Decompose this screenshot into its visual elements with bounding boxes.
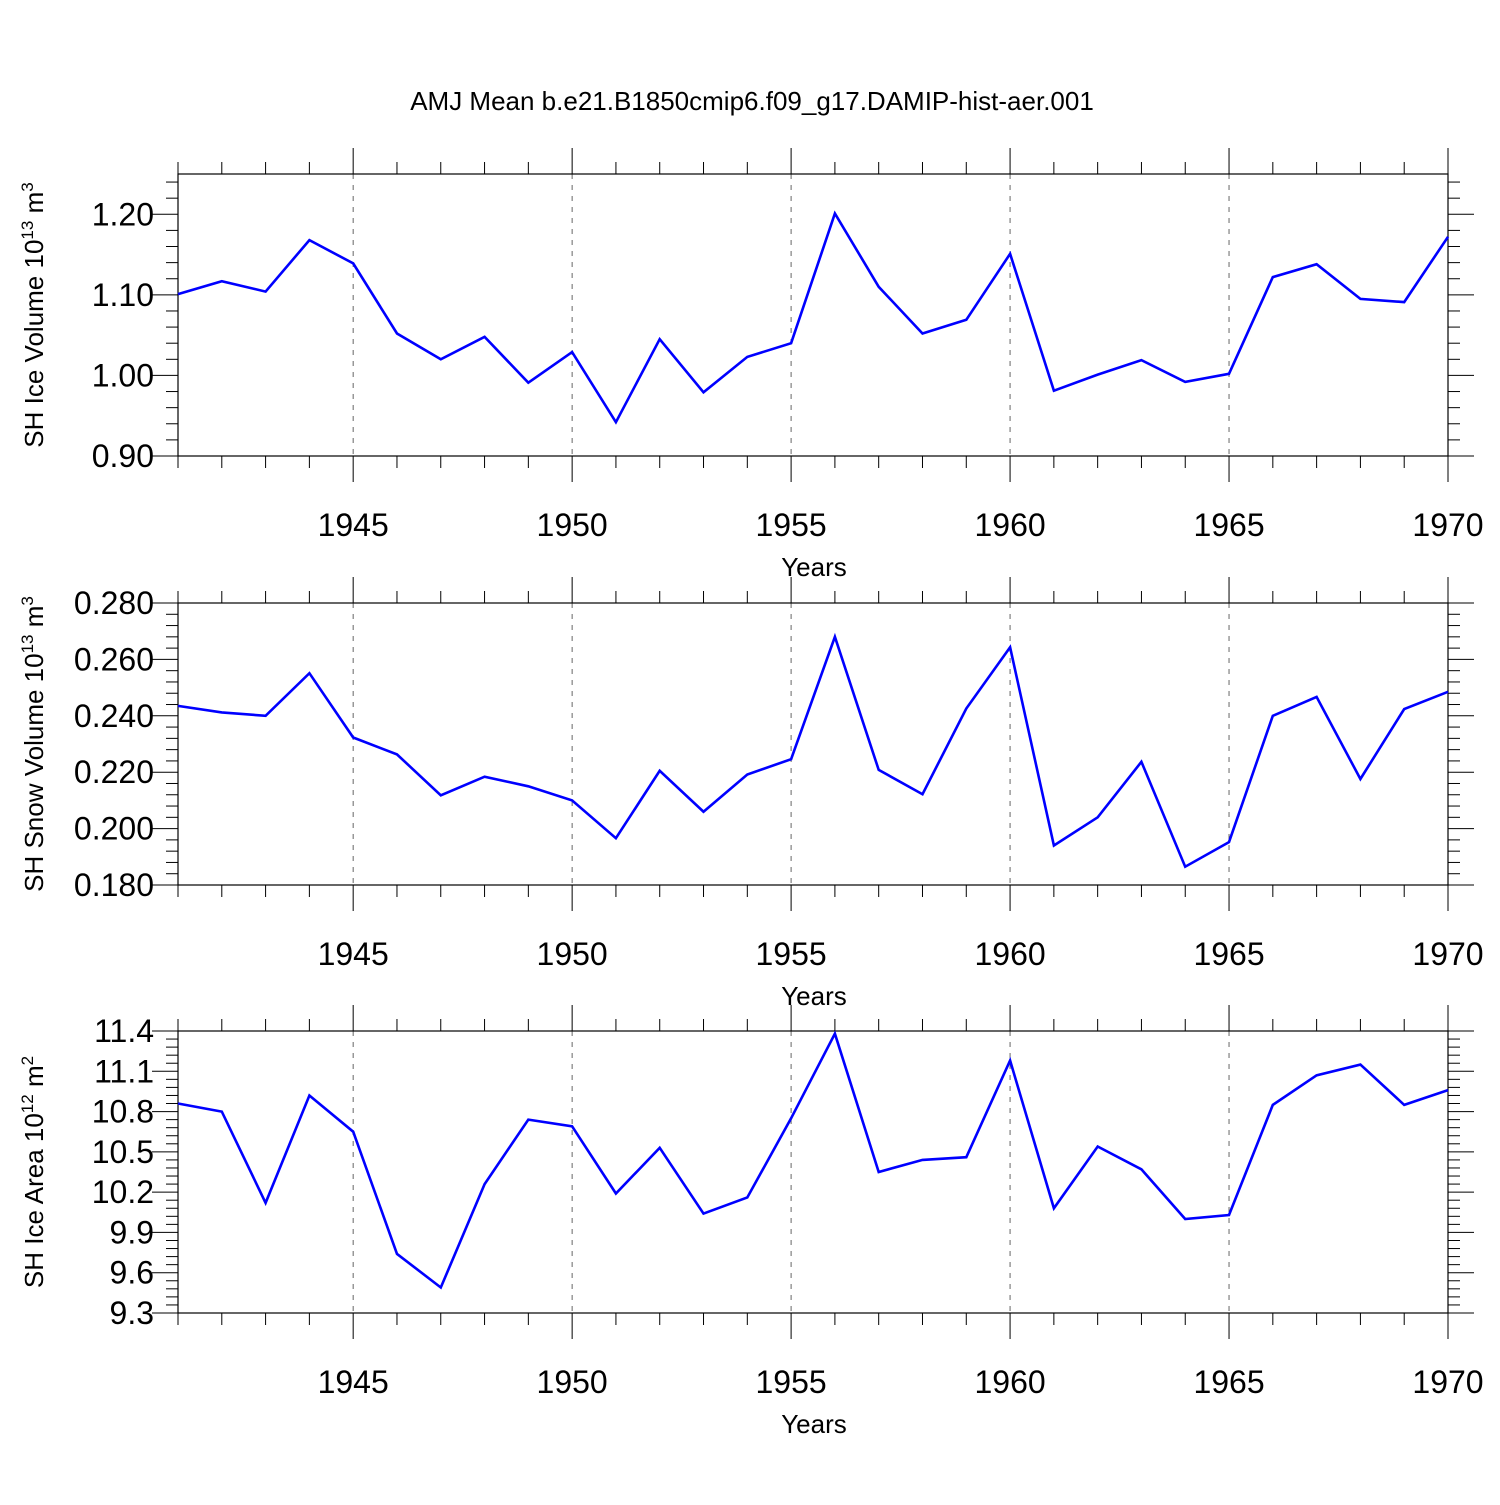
y-tick-label: 0.280: [74, 585, 154, 621]
snow-volume-panel: 0.180 0.200 0.220 0.240 0.260 0.280 1945 1950 19…: [18, 577, 1484, 1011]
y-tick-label: 0.200: [74, 811, 154, 847]
plot-frame: [177, 1030, 1449, 1314]
x-tick-label: 1955: [756, 936, 827, 972]
x-tick-label: 1965: [1193, 936, 1264, 972]
ice-volume-panel: 0.90 1.00 1.10 1.20 1945 1950 1955 1960 1965 1970…: [18, 148, 1484, 582]
x-tick-label: 1960: [974, 1364, 1045, 1400]
x-tick-label: 1950: [537, 936, 608, 972]
ice-area-series-line: [177, 1030, 1449, 1290]
x-tick-label: 1960: [974, 507, 1045, 543]
y-tick-label: 0.180: [74, 867, 154, 903]
x-tick-label: 1945: [318, 936, 389, 972]
ice-area-panel: 9.3 9.6 9.9 10.2 10.5 10.8 11.1 11.4 1945 1950 195…: [18, 1005, 1484, 1439]
y-axis-label: SH Snow Volume 1013 m3: [18, 596, 49, 892]
y-tick-label: 0.240: [74, 698, 154, 734]
y-tick-label: 1.00: [92, 357, 154, 393]
plot-frame: [177, 173, 1449, 457]
x-tick-label: 1955: [756, 1364, 827, 1400]
x-tick-label: 1970: [1412, 1364, 1483, 1400]
y-axis-label: SH Ice Volume 1013 m3: [18, 182, 49, 447]
x-tick-label: 1945: [318, 1364, 389, 1400]
x-axis-label: Years: [781, 981, 847, 1011]
x-axis-label: Years: [781, 552, 847, 582]
y-tick-label: 0.260: [74, 641, 154, 677]
x-tick-label: 1950: [537, 1364, 608, 1400]
plot-frame: [177, 602, 1449, 886]
y-tick-label: 10.5: [92, 1134, 154, 1170]
x-tick-label: 1965: [1193, 1364, 1264, 1400]
ice-volume-series-line: [177, 210, 1450, 425]
x-tick-label: 1970: [1412, 507, 1483, 543]
x-tick-label: 1970: [1412, 936, 1483, 972]
y-tick-label: 9.3: [110, 1295, 154, 1331]
x-tick-label: 1965: [1193, 507, 1264, 543]
y-tick-label: 1.10: [92, 277, 154, 313]
x-tick-label: 1945: [318, 507, 389, 543]
x-tick-label: 1950: [537, 507, 608, 543]
x-tick-label: 1960: [974, 936, 1045, 972]
y-tick-label: 11.4: [94, 1013, 154, 1049]
x-axis-label: Years: [781, 1409, 847, 1439]
y-tick-label: 10.8: [92, 1094, 154, 1130]
x-tick-label: 1955: [756, 507, 827, 543]
y-axis-label: SH Ice Area 1012 m2: [18, 1056, 49, 1288]
y-tick-label: 0.90: [92, 438, 154, 474]
chart-title: AMJ Mean b.e21.B1850cmip6.f09_g17.DAMIP-…: [410, 86, 1094, 116]
y-tick-label: 10.2: [92, 1174, 154, 1210]
y-tick-label: 9.6: [110, 1255, 154, 1291]
snow-volume-series-line: [177, 632, 1449, 869]
y-tick-label: 1.20: [92, 196, 154, 232]
y-tick-label: 0.220: [74, 754, 154, 790]
y-tick-label: 11.1: [94, 1053, 154, 1089]
y-tick-label: 9.9: [110, 1214, 154, 1250]
